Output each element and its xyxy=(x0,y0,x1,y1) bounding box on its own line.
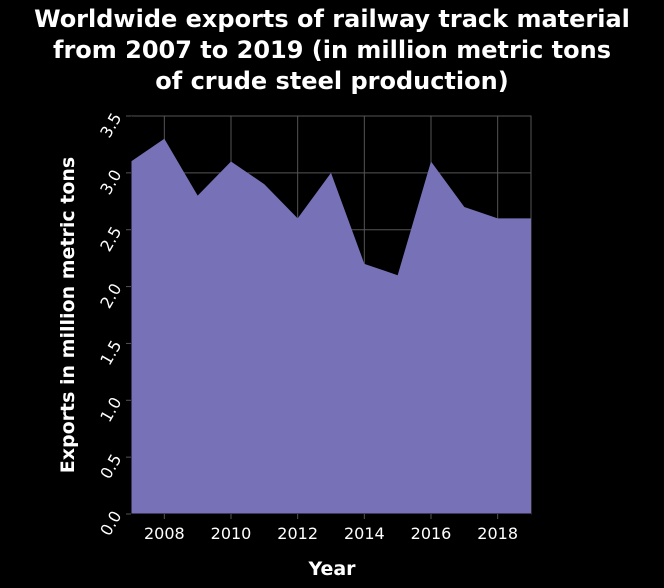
y-axis-label: Exports in million metric tons xyxy=(57,157,79,473)
chart-title-line-1: Worldwide exports of railway track mater… xyxy=(34,5,630,33)
area-fill xyxy=(131,138,531,514)
axes xyxy=(130,116,531,515)
chart-title-line-3: of crude steel production) xyxy=(155,67,509,95)
y-tick-label: 1.5 xyxy=(96,337,125,369)
y-tick-label: 2.5 xyxy=(96,223,125,255)
x-tick-label: 2014 xyxy=(344,524,385,543)
area-series xyxy=(131,138,531,514)
y-tick-label: 3.5 xyxy=(96,110,125,142)
x-tick-label: 2010 xyxy=(211,524,252,543)
chart-title-line-2: from 2007 to 2019 (in million metric ton… xyxy=(53,36,611,64)
y-tick-label: 0.5 xyxy=(96,451,125,483)
x-tick-label: 2016 xyxy=(411,524,452,543)
y-tick-label: 3.0 xyxy=(96,166,125,198)
x-tick-label: 2012 xyxy=(277,524,318,543)
y-tick-label: 0.0 xyxy=(96,508,125,540)
x-axis-label: Year xyxy=(307,558,356,580)
x-tick-label: 2008 xyxy=(144,524,185,543)
y-tick-label: 1.0 xyxy=(96,394,125,426)
chart-title: Worldwide exports of railway track mater… xyxy=(0,4,664,97)
y-tick-label: 2.0 xyxy=(96,280,125,312)
x-tick-label: 2018 xyxy=(477,524,518,543)
